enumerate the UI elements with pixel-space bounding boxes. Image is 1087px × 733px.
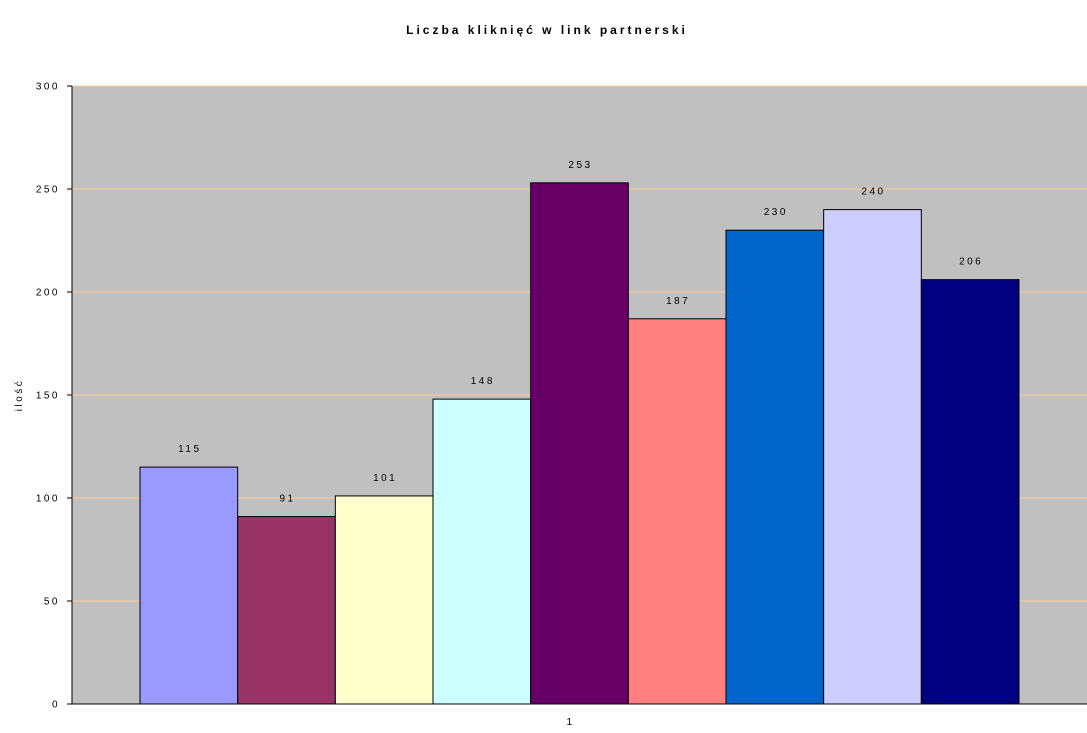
data-labels: 115 91 101 148 253 187 230 240 206 <box>178 160 983 505</box>
x-axis-categories: 1 <box>566 717 574 728</box>
bar <box>139 466 239 705</box>
data-label: 115 <box>178 444 201 455</box>
y-tick-label: 250 <box>36 185 60 196</box>
bar <box>432 398 532 705</box>
bar <box>530 182 629 705</box>
y-tick-label: 150 <box>36 391 60 402</box>
chart-title: Liczba kliknięć w link partnerski <box>406 23 688 37</box>
bars <box>139 182 1020 705</box>
y-axis-label: ilość <box>14 379 25 412</box>
data-label: 148 <box>471 376 495 387</box>
data-label: 253 <box>568 160 592 171</box>
bar <box>920 279 1020 705</box>
data-label: 187 <box>666 296 690 307</box>
bar <box>237 516 336 705</box>
y-axis-ticks: 0 50 100 150 200 250 300 <box>36 82 72 711</box>
bar <box>725 229 825 705</box>
data-label: 206 <box>959 257 983 268</box>
data-label: 91 <box>279 494 295 505</box>
y-tick-label: 300 <box>36 82 60 93</box>
bar <box>823 209 922 705</box>
data-label: 101 <box>373 473 397 484</box>
data-label: 240 <box>861 187 885 198</box>
y-tick-label: 0 <box>52 700 60 711</box>
y-tick-label: 100 <box>36 494 60 505</box>
x-category-label: 1 <box>566 717 574 728</box>
data-label: 230 <box>764 207 788 218</box>
y-tick-label: 200 <box>36 288 60 299</box>
bar <box>334 495 434 705</box>
bar <box>627 318 727 705</box>
y-tick-label: 50 <box>44 597 60 608</box>
